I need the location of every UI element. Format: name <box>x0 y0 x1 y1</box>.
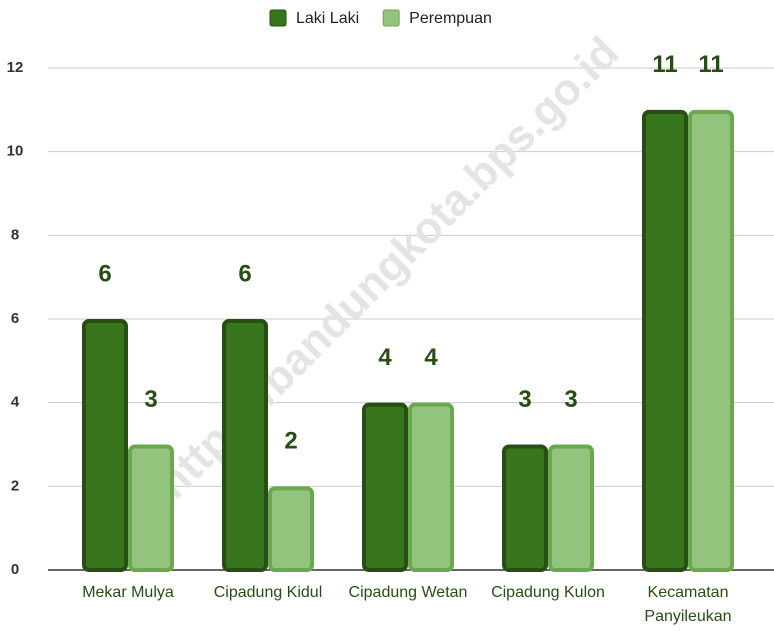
data-label: 11 <box>698 51 723 78</box>
bar <box>688 109 734 572</box>
y-tick-label: 10 <box>7 143 24 160</box>
data-label: 6 <box>98 260 111 287</box>
y-tick-label: 8 <box>11 226 19 243</box>
y-tick-label: 4 <box>11 394 20 411</box>
x-tick-label: Kecamatan Panyileukan <box>644 584 731 625</box>
bar <box>222 319 268 572</box>
data-label: 3 <box>518 386 531 413</box>
data-label: 4 <box>378 344 392 371</box>
data-label: 11 <box>652 51 677 78</box>
x-tick-label: Cipadung Wetan <box>349 584 468 601</box>
data-label: 2 <box>284 428 297 455</box>
bar <box>128 444 174 572</box>
legend-swatch <box>382 9 400 27</box>
bar <box>268 486 314 573</box>
bar <box>642 109 688 572</box>
y-tick-label: 0 <box>11 561 19 578</box>
legend-label: Perempuan <box>409 10 492 27</box>
data-label: 3 <box>144 386 157 413</box>
legend-swatch <box>269 9 287 27</box>
y-tick-label: 12 <box>7 59 24 76</box>
y-tick-label: 6 <box>11 310 19 327</box>
data-label: 3 <box>564 386 577 413</box>
x-tick-label: Mekar Mulya <box>82 584 174 601</box>
bar <box>408 402 454 572</box>
bar <box>362 402 408 572</box>
bar <box>82 319 128 572</box>
legend-label: Laki Laki <box>296 10 359 27</box>
data-label: 6 <box>238 260 251 287</box>
x-tick-label: Cipadung Kidul <box>214 584 323 601</box>
y-tick-label: 2 <box>11 477 19 494</box>
x-tick-label: Cipadung Kulon <box>491 584 605 601</box>
bar <box>502 444 548 572</box>
data-label: 4 <box>424 344 438 371</box>
bar <box>548 444 594 572</box>
